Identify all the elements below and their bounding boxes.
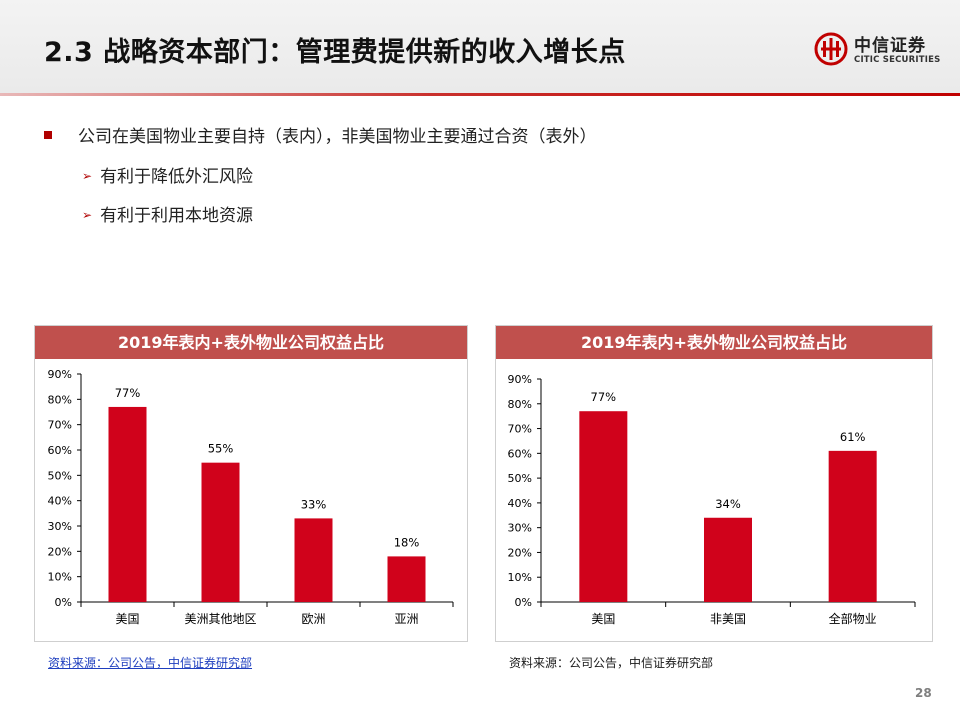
y-tick-label: 0%	[55, 596, 72, 609]
chart-source-right: 资料来源：公司公告，中信证券研究部	[509, 656, 714, 670]
y-tick-label: 40%	[48, 495, 72, 508]
header-bar	[0, 0, 960, 93]
y-tick-label: 10%	[48, 571, 72, 584]
y-tick-label: 90%	[508, 373, 532, 386]
y-tick-label: 20%	[508, 546, 532, 559]
arrow-bullet-icon: ➢	[82, 169, 93, 183]
arrow-bullet-icon: ➢	[82, 208, 93, 222]
data-label: 55%	[208, 442, 234, 456]
bar	[579, 411, 628, 602]
data-label: 34%	[715, 497, 741, 511]
sub-bullet: ➢ 有利于利用本地资源	[82, 201, 253, 226]
data-label: 18%	[394, 535, 420, 549]
citic-logo: 中信证券 CITIC SECURITIES	[814, 30, 944, 70]
y-tick-label: 40%	[508, 497, 532, 510]
bar	[294, 518, 333, 602]
data-label: 77%	[115, 386, 141, 400]
y-tick-label: 20%	[48, 545, 72, 558]
bar	[201, 462, 240, 602]
x-tick-label: 美国	[115, 612, 139, 626]
y-tick-label: 0%	[515, 596, 532, 609]
bar	[387, 556, 426, 602]
square-bullet-icon	[44, 131, 52, 139]
y-tick-label: 30%	[508, 522, 532, 535]
header-divider	[0, 93, 960, 96]
y-tick-label: 70%	[508, 423, 532, 436]
bar-chart-right: 0% 10% 20% 30% 40% 50% 60% 70% 80% 90% 77% 美国 34% 非美国…	[508, 373, 916, 626]
sub-bullet: ➢ 有利于降低外汇风险	[82, 162, 253, 187]
page-number: 28	[915, 686, 932, 700]
x-tick-label: 全部物业	[829, 611, 877, 626]
y-tick-label: 80%	[508, 398, 532, 411]
bar	[828, 450, 877, 602]
x-tick-label: 欧洲	[301, 612, 325, 626]
y-tick-label: 60%	[48, 444, 72, 457]
data-label: 77%	[591, 390, 617, 404]
logo-text-en: CITIC SECURITIES	[854, 55, 941, 65]
main-bullet-text: 公司在美国物业主要自持（表内），非美国物业主要通过合资（表外）	[78, 127, 597, 147]
x-tick-label: 非美国	[710, 612, 746, 626]
chart-title: 2019年表内+表外物业公司权益占比	[35, 326, 467, 359]
chart-source-left[interactable]: 资料来源：公司公告，中信证券研究部	[48, 656, 253, 670]
bar	[704, 517, 752, 602]
page-title: 2.3 战略资本部门：管理费提供新的收入增长点	[44, 37, 626, 68]
bar	[108, 406, 147, 602]
sub-bullet-text: 有利于降低外汇风险	[100, 167, 254, 187]
y-tick-label: 30%	[48, 520, 72, 533]
y-tick-label: 60%	[508, 447, 532, 460]
chart-panel-right: 2019年表内+表外物业公司权益占比 0% 10% 20% 30% 40% 50% 60% 7…	[495, 325, 933, 642]
logo-text-cn: 中信证券	[854, 36, 926, 56]
y-tick-label: 50%	[508, 472, 532, 485]
data-label: 61%	[840, 430, 866, 444]
citic-logo-icon	[814, 32, 848, 66]
y-tick-label: 80%	[48, 393, 72, 406]
x-tick-label: 美国	[591, 612, 615, 626]
x-tick-label: 亚洲	[394, 612, 418, 626]
y-tick-label: 10%	[508, 571, 532, 584]
chart-title: 2019年表内+表外物业公司权益占比	[496, 326, 932, 359]
main-bullet: 公司在美国物业主要自持（表内），非美国物业主要通过合资（表外）	[44, 122, 597, 147]
x-tick-label: 美洲其他地区	[184, 612, 256, 626]
bar-chart-left: 0% 10% 20% 30% 40% 50% 60% 70% 80% 90% 77% 美国 55% 美洲其…	[48, 368, 454, 626]
chart-panel-left: 2019年表内+表外物业公司权益占比 0% 10% 20% 30% 40% 50% 60% 7…	[34, 325, 468, 642]
y-tick-label: 70%	[48, 419, 72, 432]
y-tick-label: 90%	[48, 368, 72, 381]
sub-bullet-text: 有利于利用本地资源	[100, 206, 254, 226]
data-label: 33%	[301, 497, 327, 511]
y-tick-label: 50%	[48, 469, 72, 482]
